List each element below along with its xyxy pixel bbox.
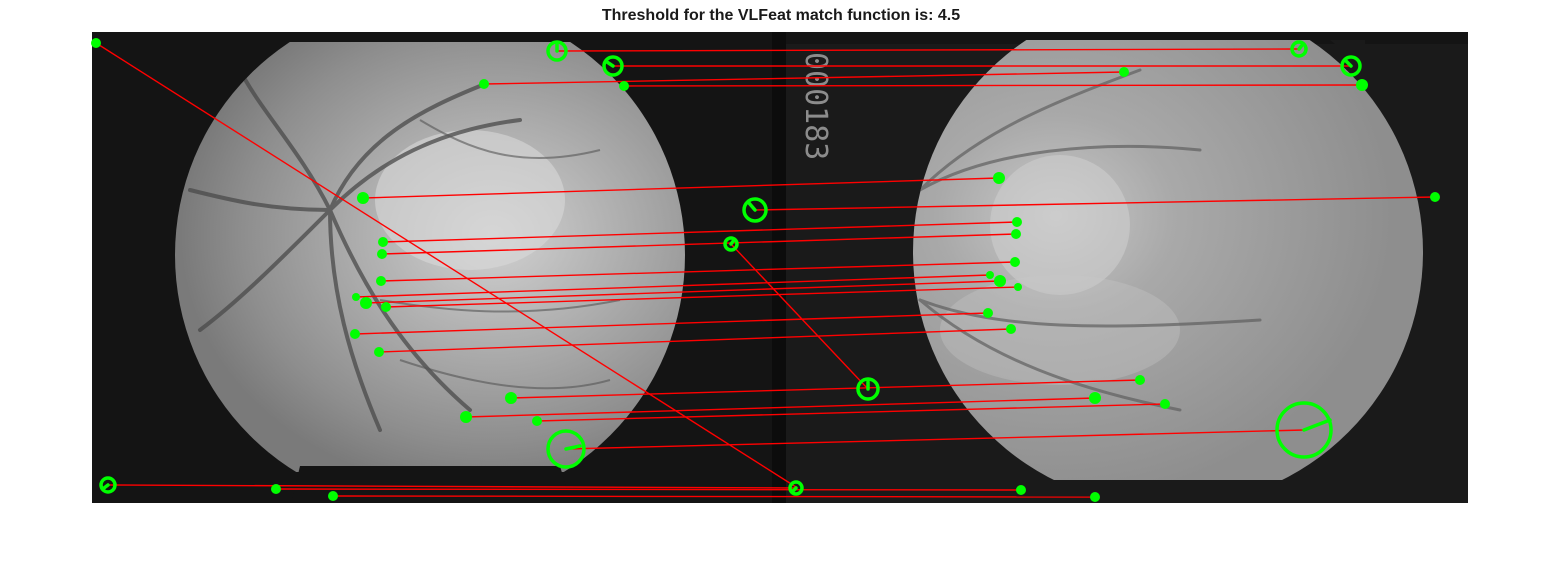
left-vessels [188,68,522,432]
keypoint [374,347,384,357]
scaled-keypoint [602,55,624,77]
right-vessels [918,68,1262,412]
match-line [378,328,1012,353]
figure-title: Threshold for the VLFeat match function … [601,7,961,24]
left-fundus-image [175,42,685,500]
keypoint [328,491,338,501]
keypoint [350,329,360,339]
keypoint [1135,375,1145,385]
scaled-keypoint [1275,401,1333,459]
right-fundus-image [913,40,1423,480]
match-line [381,233,1017,255]
match-line [354,312,989,335]
keypoint [993,172,1005,184]
keypoint [986,271,994,279]
match-line [365,280,1001,304]
keypoint [1006,324,1016,334]
keypoint [357,192,369,204]
right-image-corner [1330,40,1365,56]
keypoint [1012,217,1022,227]
scaled-keypoint [546,429,586,469]
keypoint [479,79,489,89]
match-line [332,495,1096,498]
keypoint [378,237,388,247]
keypoint [271,484,281,494]
keypoint [91,38,101,48]
match-line [355,274,991,298]
keypoint [1356,79,1368,91]
match-line [385,286,1019,308]
match-line [483,71,1125,85]
scaled-keypoint [1340,55,1362,77]
keypoint [1119,67,1129,77]
match-line [95,42,797,488]
match-line [510,379,1141,399]
match-line [465,397,1096,418]
keypoint [460,411,472,423]
match-line [380,261,1016,282]
scaled-keypoint [99,476,117,494]
match-line [730,243,869,390]
keypoint [505,392,517,404]
keypoint [377,249,387,259]
right-exudate-region [990,155,1130,295]
keypoint [1090,492,1100,502]
keypoint [352,293,360,301]
keypoint [1011,229,1021,239]
image-seam [772,32,786,503]
keypoint [376,276,386,286]
keypoint [1010,257,1020,267]
keypoint [360,297,372,309]
keypoint [1016,485,1026,495]
keypoint [1014,283,1022,291]
keypoint [619,81,629,91]
match-line [754,196,1436,211]
match-line [362,177,1000,199]
scaled-keypoint [546,40,568,62]
keypoint [1160,399,1170,409]
match-line [565,429,1305,450]
keypoint [994,275,1006,287]
keypoint [381,302,391,312]
match-line [275,488,1022,491]
left-image-notch [292,466,570,500]
keypoints [91,38,1440,502]
scaled-keypoint [1290,40,1308,58]
keypoint [1430,192,1440,202]
match-line [536,403,1166,422]
keypoint [532,416,542,426]
match-line [107,484,797,489]
scaled-keypoint [856,377,880,401]
right-light-arc [940,275,1180,385]
film-imprint-text: 000183 [798,52,833,160]
keypoint [983,308,993,318]
left-exudate-region [375,130,565,270]
scaled-keypoint [742,197,768,223]
match-line [623,84,1363,87]
scaled-keypoints [99,40,1362,496]
scaled-keypoint [723,236,739,252]
match-line [556,48,1300,52]
keypoint [1089,392,1101,404]
scaled-keypoint [788,480,804,496]
match-line [382,221,1018,243]
match-lines [95,42,1436,498]
